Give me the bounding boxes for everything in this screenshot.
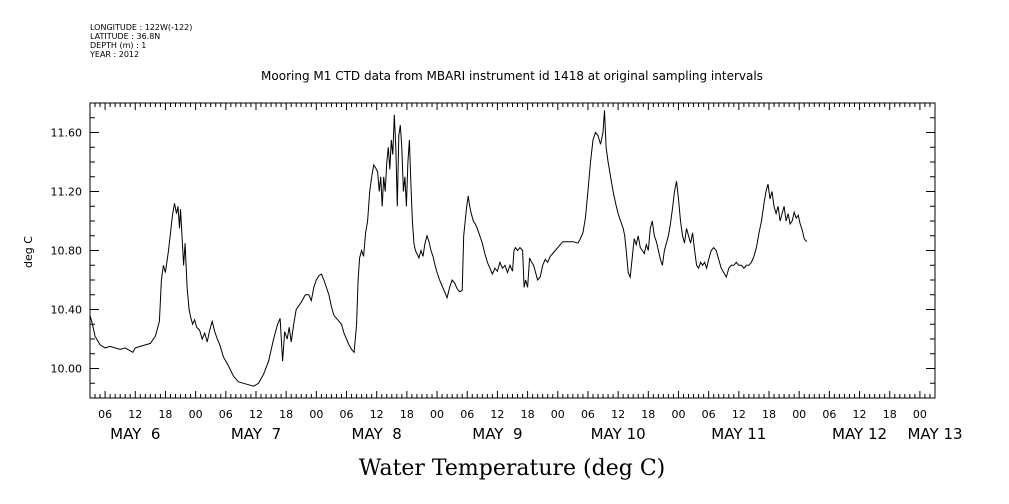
x-tick-label: 00 (189, 408, 203, 421)
x-tick-label: 12 (128, 408, 142, 421)
metadata-block: LONGITUDE : 122W(-122) LATITUDE : 36.8N … (89, 23, 192, 59)
date-label: MAY 10 (591, 425, 646, 443)
x-tick-label: 18 (158, 408, 172, 421)
x-tick-label: 12 (611, 408, 625, 421)
y-tick-label: 10.40 (51, 304, 83, 317)
meta-year: YEAR : 2012 (89, 50, 139, 59)
y-tick-labels: 10.00 10.40 10.80 11.20 11.60 (51, 127, 83, 376)
y-tick-label: 11.20 (51, 186, 83, 199)
axis-ticks (89, 102, 936, 399)
x-tick-label: 18 (641, 408, 655, 421)
date-label: MAY 11 (711, 425, 766, 443)
date-label: MAY 12 (832, 425, 887, 443)
x-tick-label: 06 (98, 408, 112, 421)
date-label: MAY 13 (907, 425, 962, 443)
x-tick-label: 00 (430, 408, 444, 421)
y-tick-label: 11.60 (51, 127, 83, 140)
date-labels: MAY 6 MAY 7 MAY 8 MAY 9 MAY 10 MAY 11 MAY 12 MA… (110, 425, 962, 443)
x-tick-label: 12 (490, 408, 504, 421)
x-tick-label: 06 (581, 408, 595, 421)
x-tick-label: 18 (400, 408, 414, 421)
y-axis-label: deg C (22, 236, 35, 268)
x-tick-label: 00 (913, 408, 927, 421)
meta-latitude: LATITUDE : 36.8N (90, 32, 160, 41)
date-label: MAY 8 (352, 425, 402, 443)
x-tick-label: 06 (702, 408, 716, 421)
x-tick-label: 12 (732, 408, 746, 421)
y-tick-label: 10.00 (51, 363, 83, 376)
x-tick-label: 00 (551, 408, 565, 421)
x-axis-label: Water Temperature (deg C) (359, 456, 666, 481)
meta-depth: DEPTH (m) : 1 (90, 41, 146, 50)
x-tick-label: 00 (671, 408, 685, 421)
x-tick-label: 18 (521, 408, 535, 421)
date-label: MAY 9 (472, 425, 522, 443)
x-tick-label: 12 (370, 408, 384, 421)
chart-title: Mooring M1 CTD data from MBARI instrumen… (261, 69, 763, 83)
x-tick-labels: 06 12 18 00 06 12 18 00 06 12 18 00 06 12 18 00 06 12 18 00… (98, 408, 927, 421)
series-line (89, 110, 808, 387)
x-tick-label: 18 (883, 408, 897, 421)
x-tick-label: 00 (792, 408, 806, 421)
y-tick-label: 10.80 (51, 245, 83, 258)
date-label: MAY 6 (110, 425, 160, 443)
meta-longitude: LONGITUDE : 122W(-122) (90, 23, 192, 32)
x-tick-label: 06 (340, 408, 354, 421)
x-tick-label: 12 (853, 408, 867, 421)
plot-frame (89, 102, 936, 399)
x-tick-label: 06 (460, 408, 474, 421)
x-tick-label: 18 (279, 408, 293, 421)
x-tick-label: 06 (219, 408, 233, 421)
x-tick-label: 00 (309, 408, 323, 421)
date-label: MAY 7 (231, 425, 281, 443)
x-tick-label: 06 (822, 408, 836, 421)
x-tick-label: 12 (249, 408, 263, 421)
x-tick-label: 18 (762, 408, 776, 421)
